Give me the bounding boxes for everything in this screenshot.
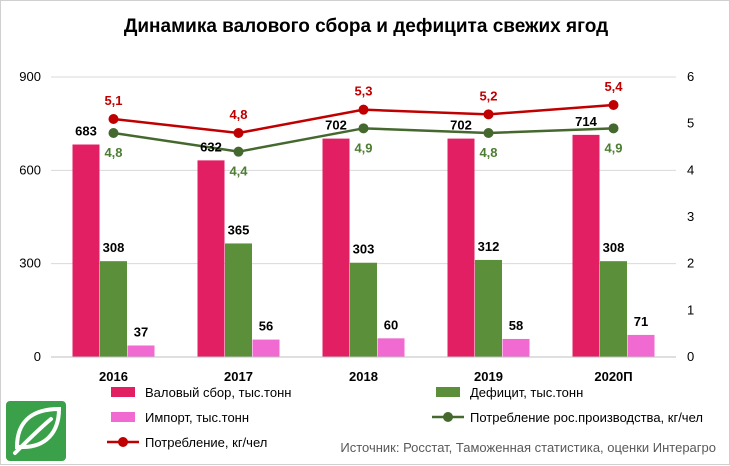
- line-value-label: 4,9: [354, 140, 372, 155]
- y-right-tick-label: 0: [687, 349, 694, 364]
- bar: [600, 261, 627, 357]
- bar-value-label: 632: [200, 139, 222, 154]
- legend-label: Потребление, кг/чел: [145, 435, 267, 450]
- legend-marker: [118, 437, 128, 447]
- bar-value-label: 714: [575, 114, 597, 129]
- bar-value-label: 308: [103, 240, 125, 255]
- line-value-label: 4,4: [229, 164, 248, 179]
- x-category-label: 2019: [474, 369, 503, 384]
- line-point: [108, 114, 119, 124]
- bar-value-label: 702: [325, 118, 347, 133]
- leaf-outline: [14, 406, 62, 449]
- bar: [475, 259, 502, 357]
- legend-marker: [443, 412, 453, 422]
- line-value-label: 5,2: [479, 88, 497, 103]
- data-labels: 683 308 37 632 365 56 702 303 60 702 312 58 714 308 71…: [75, 79, 648, 339]
- bar: [502, 338, 530, 357]
- y-right-tick-label: 1: [687, 302, 694, 317]
- legend-label: Импорт, тыс.тонн: [145, 410, 249, 425]
- line-value-label: 5,4: [604, 79, 623, 94]
- y-right-tick-label: 5: [687, 116, 694, 131]
- bar: [627, 334, 655, 357]
- line-value-label: 4,8: [104, 145, 122, 160]
- bar: [350, 262, 377, 357]
- line-point: [108, 128, 119, 138]
- leaf-stem: [13, 417, 53, 455]
- bar: [197, 160, 225, 357]
- lines: [108, 100, 619, 157]
- y-left-tick-label: 900: [19, 69, 41, 84]
- bar-value-label: 71: [634, 314, 648, 329]
- x-category-label: 2020П: [594, 369, 632, 384]
- legend-swatch: [111, 412, 135, 422]
- line-value-label: 4,9: [604, 140, 622, 155]
- bar: [322, 138, 350, 357]
- bar: [447, 138, 475, 357]
- y-left-tick-label: 300: [19, 256, 41, 271]
- bar-value-label: 702: [450, 118, 472, 133]
- legend-swatch: [111, 387, 135, 397]
- line-point: [608, 100, 619, 110]
- line-point: [358, 123, 369, 134]
- bars: [72, 134, 655, 357]
- line-value-label: 4,8: [229, 107, 247, 122]
- bar: [225, 243, 252, 357]
- legend-swatch: [436, 387, 460, 397]
- legend-label: Валовый сбор, тыс.тонн: [145, 385, 291, 400]
- line-point: [608, 123, 619, 134]
- bar-value-label: 312: [478, 239, 500, 254]
- bar: [100, 261, 127, 357]
- y-right-tick-label: 2: [687, 256, 694, 271]
- legend: Валовый сбор, тыс.тонн Дефицит, тыс.тонн И…: [107, 385, 703, 450]
- bar-value-label: 303: [353, 242, 375, 257]
- legend-label: Дефицит, тыс.тонн: [470, 385, 583, 400]
- bar-value-label: 308: [603, 240, 625, 255]
- y-right-tick-label: 6: [687, 69, 694, 84]
- chart-title: Динамика валового сбора и дефицита свежи…: [124, 16, 608, 37]
- bar: [572, 134, 600, 357]
- bar: [377, 338, 405, 357]
- y-right-tick-label: 4: [687, 162, 694, 177]
- line-point: [233, 146, 244, 157]
- bar-value-label: 683: [75, 124, 97, 139]
- line-point: [358, 104, 369, 115]
- y-left-tick-label: 600: [19, 162, 41, 177]
- bar-value-label: 58: [509, 318, 523, 333]
- line-point: [233, 128, 244, 138]
- bar-value-label: 37: [134, 324, 148, 339]
- y-left-tick-label: 0: [34, 349, 41, 364]
- bar-value-label: 365: [228, 222, 250, 237]
- legend-label: Потребление рос.производства, кг/чел: [470, 410, 703, 425]
- leaf-logo: [6, 401, 66, 461]
- bar: [252, 339, 280, 357]
- line-point: [483, 128, 494, 138]
- source-note: Источник: Росстат, Таможенная статистика…: [340, 440, 716, 455]
- line-value-label: 5,1: [104, 93, 122, 108]
- bar: [72, 144, 100, 357]
- x-category-label: 2016: [99, 369, 128, 384]
- x-category-label: 2017: [224, 369, 253, 384]
- x-category-label: 2018: [349, 369, 378, 384]
- y-right-tick-label: 3: [687, 209, 694, 224]
- line-point: [483, 109, 494, 120]
- bar: [127, 345, 155, 357]
- line-value-label: 5,3: [354, 84, 372, 99]
- bar-value-label: 56: [259, 319, 273, 334]
- line-value-label: 4,8: [479, 145, 497, 160]
- bar-value-label: 60: [384, 317, 398, 332]
